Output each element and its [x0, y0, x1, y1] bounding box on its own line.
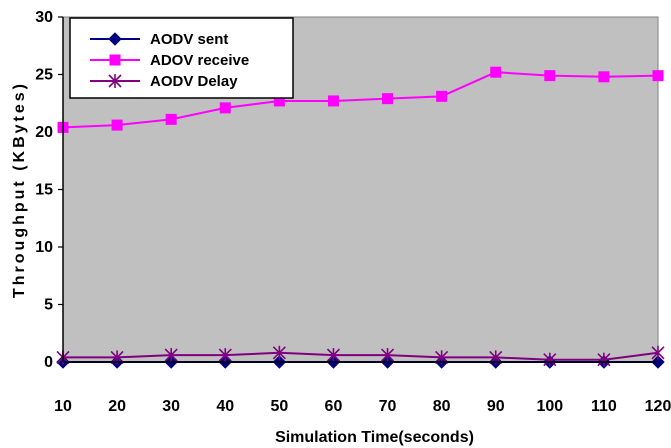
- data-point-aodv-delay: [272, 345, 286, 360]
- y-tick-label: 30: [35, 9, 53, 26]
- data-point-aodv-delay: [543, 352, 557, 367]
- x-tick-label: 100: [536, 398, 563, 415]
- legend-marker: [108, 32, 122, 46]
- data-point-adov-receive: [111, 119, 123, 131]
- x-axis-title: Simulation Time(seconds): [275, 429, 474, 446]
- data-point-adov-receive: [165, 113, 177, 125]
- x-tick-label: 90: [487, 398, 505, 415]
- series-line-aodv-delay: [63, 351, 659, 361]
- y-tick-label: 25: [35, 67, 53, 84]
- data-point-adov-receive: [598, 71, 610, 83]
- data-point-aodv-delay: [380, 348, 395, 363]
- x-axis-ticks: 10 20 30 40 50 60 70 80 90 100 110 120: [54, 362, 671, 415]
- data-point-adov-receive: [382, 93, 394, 105]
- x-tick-label: 80: [433, 398, 451, 415]
- x-tick-label: 30: [162, 398, 180, 415]
- legend-label: ADOV receive: [150, 52, 249, 69]
- data-point-adov-receive: [544, 70, 556, 82]
- data-point-adov-receive: [652, 70, 664, 82]
- x-tick-label: 50: [270, 398, 288, 415]
- legend-label: AODV sent: [150, 31, 228, 48]
- x-tick-label: 110: [591, 398, 617, 415]
- y-axis-ticks: 0 5 10 15 20 25 30: [35, 9, 63, 371]
- x-tick-label: 120: [645, 398, 671, 415]
- x-tick-label: 20: [108, 398, 126, 415]
- y-tick-label: 10: [35, 239, 53, 256]
- data-point-adov-receive: [327, 95, 339, 107]
- data-point-aodv-delay: [651, 345, 665, 360]
- y-tick-label: 0: [44, 354, 53, 371]
- data-point-aodv-delay: [597, 352, 611, 367]
- data-point-aodv-delay: [326, 348, 341, 363]
- legend-item-aodv-sent: AODV sent: [90, 31, 228, 48]
- legend-item-aodv-delay: AODV Delay: [90, 73, 238, 90]
- data-point-aodv-delay: [164, 348, 178, 363]
- legend-box: [69, 17, 294, 99]
- y-tick-label: 20: [35, 124, 53, 141]
- x-tick-label: 60: [325, 398, 343, 415]
- legend: AODV sent ADOV receive AODV Delay: [69, 17, 294, 99]
- y-tick-label: 15: [35, 182, 53, 199]
- legend-label: AODV Delay: [150, 73, 238, 90]
- data-point-aodv-delay: [218, 348, 232, 363]
- series-line-adov-receive: [62, 71, 659, 129]
- legend-marker: [109, 54, 121, 66]
- data-point-adov-receive: [436, 90, 448, 102]
- x-tick-label: 40: [216, 398, 234, 415]
- y-tick-label: 5: [44, 297, 53, 314]
- y-axis-title: Throughput (KBytes): [11, 81, 28, 298]
- x-tick-label: 70: [379, 398, 397, 415]
- data-point-adov-receive: [490, 66, 502, 78]
- x-tick-label: 10: [54, 398, 72, 415]
- legend-marker: [108, 74, 122, 88]
- data-point-adov-receive: [219, 102, 231, 114]
- legend-item-adov-receive: ADOV receive: [90, 52, 249, 69]
